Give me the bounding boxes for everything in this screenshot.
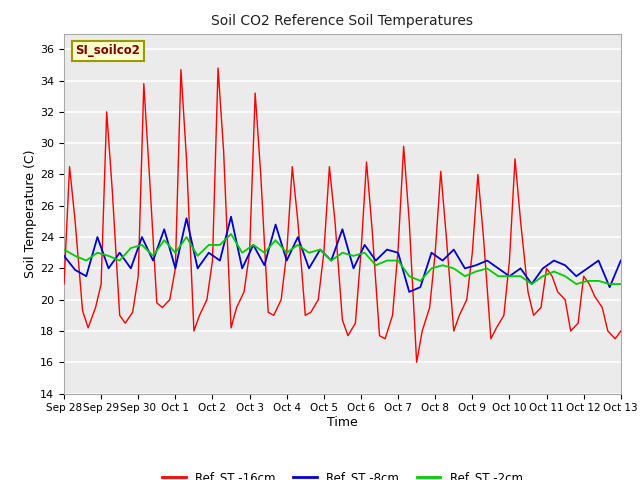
X-axis label: Time: Time [327,416,358,429]
Text: SI_soilco2: SI_soilco2 [75,44,140,58]
Legend: Ref_ST -16cm, Ref_ST -8cm, Ref_ST -2cm: Ref_ST -16cm, Ref_ST -8cm, Ref_ST -2cm [157,466,527,480]
Y-axis label: Soil Temperature (C): Soil Temperature (C) [24,149,37,278]
Title: Soil CO2 Reference Soil Temperatures: Soil CO2 Reference Soil Temperatures [211,14,474,28]
